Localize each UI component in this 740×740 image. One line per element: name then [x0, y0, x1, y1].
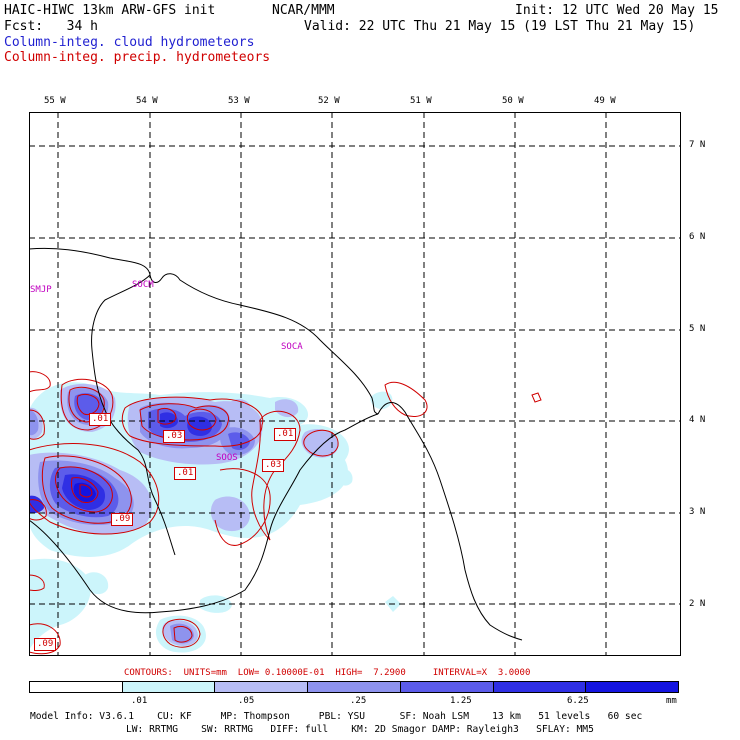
station-label-smjp: SMJP — [30, 285, 52, 295]
precip-contour — [29, 499, 47, 521]
precip-value-label: .01 — [274, 428, 297, 441]
map-panel — [29, 112, 681, 656]
model-info-line-2: LW: RRTMG SW: RRTMG DIFF: full KM: 2D Sm… — [126, 724, 594, 735]
precip-contour — [214, 468, 271, 546]
precip-value-label: .01 — [174, 467, 197, 480]
lat-label-6n: 6 N — [689, 232, 706, 242]
colorbar-tick-label: 6.25 — [567, 696, 589, 706]
precip-contour — [162, 618, 201, 648]
organization: NCAR/MMM — [272, 3, 335, 18]
forecast-hour: Fcst: 34 h — [4, 19, 98, 34]
colorbar-swatch — [307, 682, 400, 692]
cloud-shade-level-1 — [370, 391, 393, 410]
cloud-shade-level-3 — [29, 410, 39, 436]
precip-value-label: .09 — [111, 513, 134, 526]
station-label-socm: SOCM — [132, 280, 154, 290]
colorbar-swatch — [30, 682, 122, 692]
map-background — [29, 112, 681, 656]
precip-contour — [251, 410, 301, 541]
precip-contour — [55, 466, 113, 513]
precip-contour — [29, 623, 61, 655]
cloud-shade-level-2 — [275, 399, 299, 418]
cloud-shade-level-2 — [301, 428, 339, 458]
lat-label-7n: 7 N — [689, 140, 706, 150]
colorbar-swatch — [214, 682, 308, 692]
precip-value-label: .09 — [34, 638, 57, 651]
precip-value-label: .01 — [89, 413, 112, 426]
colorbar-units: mm — [666, 696, 677, 706]
precip-contour — [76, 393, 100, 415]
precip-contour — [79, 484, 93, 498]
map-frame — [29, 112, 681, 656]
lon-label-54w: 54 W — [136, 96, 158, 106]
field-cloud-title: Column-integ. cloud hydrometeors — [4, 35, 255, 50]
border-suriname-fr-guiana — [29, 247, 379, 415]
colorbar-tick-label: 1.25 — [450, 696, 472, 706]
colorbar-tick-label: .05 — [238, 696, 255, 706]
colorbar-swatch — [492, 682, 586, 692]
colorbar-tick-label: .01 — [131, 696, 148, 706]
lat-label-5n: 5 N — [689, 324, 706, 334]
lat-label-2n: 2 N — [689, 599, 706, 609]
lon-label-55w: 55 W — [44, 96, 66, 106]
precip-contour — [303, 429, 339, 457]
lon-label-51w: 51 W — [410, 96, 432, 106]
colorbar — [29, 681, 679, 693]
coast-amapa — [377, 402, 523, 641]
precip-value-label: .03 — [163, 430, 186, 443]
precip-value-label: .03 — [262, 459, 285, 472]
station-label-soca: SOCA — [281, 342, 303, 352]
station-label-soos: SOOS — [216, 453, 238, 463]
colorbar-swatch — [399, 682, 493, 692]
lon-label-49w: 49 W — [594, 96, 616, 106]
valid-time: Valid: 22 UTC Thu 21 May 15 (19 LST Thu … — [304, 19, 696, 34]
lon-label-52w: 52 W — [318, 96, 340, 106]
lon-label-50w: 50 W — [502, 96, 524, 106]
precip-contour — [186, 408, 217, 431]
precip-contours — [29, 371, 542, 655]
cloud-shade-level-1 — [334, 468, 353, 486]
precip-contour — [384, 381, 428, 417]
contours-info: CONTOURS: UNITS=mm LOW= 0.10000E-01 HIGH… — [124, 668, 531, 678]
model-title: HAIC-HIWC 13km ARW-GFS init — [4, 3, 216, 18]
precip-contour — [29, 371, 51, 393]
lon-label-53w: 53 W — [228, 96, 250, 106]
lat-label-4n: 4 N — [689, 415, 706, 425]
coastlines — [29, 247, 523, 641]
cloud-shade-level-2 — [210, 496, 250, 532]
border-south — [29, 413, 379, 614]
cloud-shade-level-6 — [73, 482, 96, 502]
colorbar-swatch — [585, 682, 679, 692]
colorbar-tick-label: .25 — [350, 696, 367, 706]
colorbar-swatch — [121, 682, 215, 692]
lat-label-3n: 3 N — [689, 507, 706, 517]
init-time: Init: 12 UTC Wed 20 May 15 — [515, 3, 719, 18]
model-info-line-1: Model Info: V3.6.1 CU: KF MP: Thompson P… — [30, 711, 643, 722]
field-precip-title: Column-integ. precip. hydrometeors — [4, 50, 271, 65]
graticule — [29, 112, 681, 656]
precip-contour — [71, 477, 99, 503]
precip-contour — [173, 625, 193, 643]
cloud-shade-level-1 — [85, 572, 109, 595]
precip-contour — [157, 407, 177, 425]
precip-contour — [29, 574, 45, 591]
precip-contour — [121, 396, 264, 447]
precip-contour — [531, 392, 542, 403]
precip-contour — [29, 409, 45, 440]
border-inland — [91, 274, 176, 556]
